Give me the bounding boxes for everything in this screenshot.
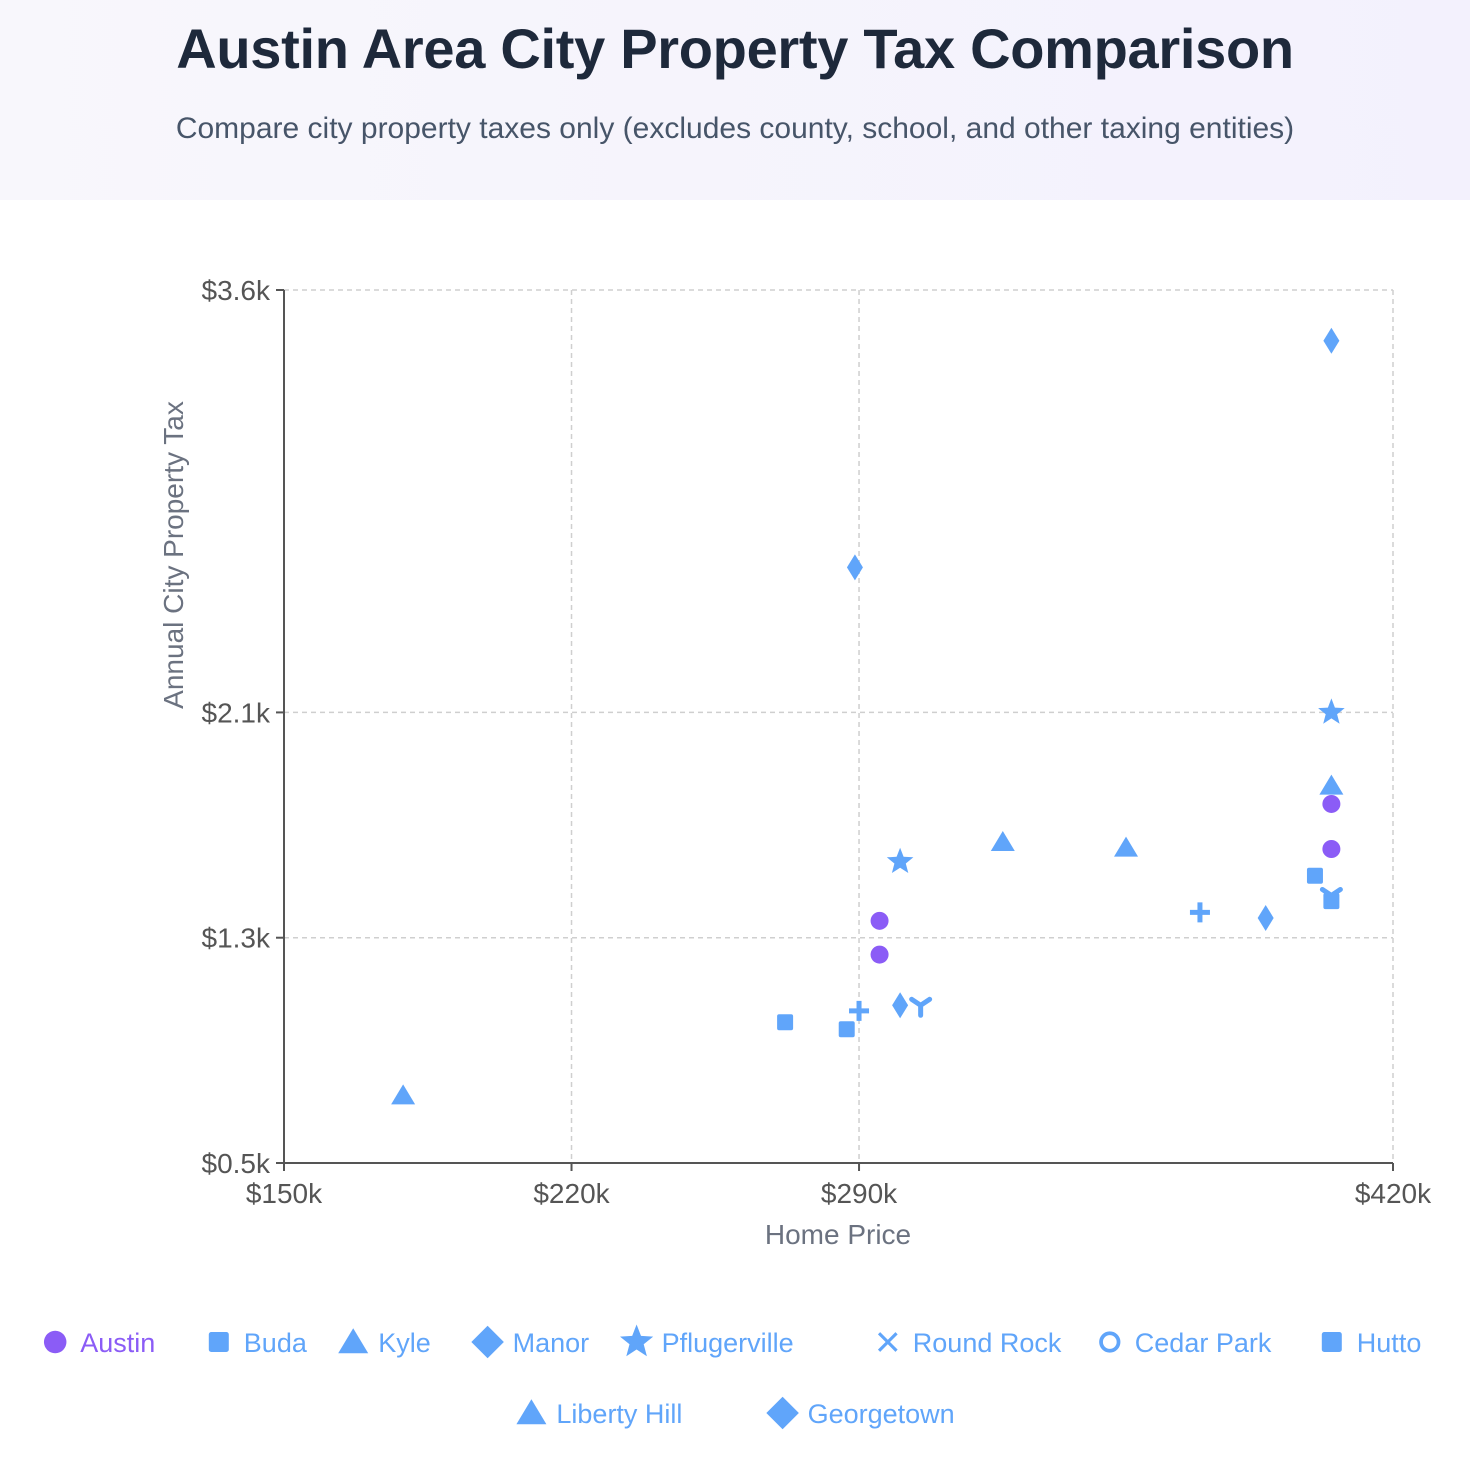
page-header: Austin Area City Property Tax Comparison… bbox=[0, 0, 1470, 200]
point-austin bbox=[1322, 794, 1341, 813]
point-cedar-park bbox=[849, 1000, 870, 1021]
x-tick-label: $290k bbox=[821, 1178, 898, 1209]
legend-item-austin[interactable]: Austin bbox=[43, 1328, 155, 1358]
point-austin bbox=[1322, 840, 1341, 859]
point-buda bbox=[1306, 867, 1323, 884]
legend-label: Hutto bbox=[1357, 1328, 1422, 1358]
legend-item-buda[interactable]: Buda bbox=[208, 1328, 308, 1358]
point-manor bbox=[1257, 904, 1274, 931]
legend-label: Austin bbox=[80, 1328, 155, 1358]
legend-label: Buda bbox=[244, 1328, 308, 1358]
y-tick-label: $0.5k bbox=[202, 1148, 271, 1179]
legend-label: Liberty Hill bbox=[556, 1399, 682, 1429]
y-tick-label: $3.6k bbox=[202, 275, 271, 306]
point-kyle bbox=[1319, 774, 1344, 795]
y-axis-label: Annual City Property Tax bbox=[158, 401, 189, 709]
x-tick-label: $220k bbox=[533, 1178, 610, 1209]
y-tick-label: $1.3k bbox=[202, 923, 271, 954]
legend-label: Kyle bbox=[378, 1328, 431, 1358]
point-austin bbox=[870, 911, 889, 930]
scatter-chart: $150k $220k $290k $420k $0.5k $1.3k $2.1k $3.6k… bbox=[43, 275, 1433, 1430]
point-kyle bbox=[1114, 836, 1139, 857]
legend-item-kyle[interactable]: Kyle bbox=[338, 1328, 431, 1358]
legend-pflugerville-icon bbox=[620, 1324, 654, 1357]
page-subtitle: Compare city property taxes only (exclud… bbox=[175, 112, 1295, 145]
legend-item-liberty-hill[interactable]: Liberty Hill bbox=[516, 1399, 682, 1429]
legend-georgetown-icon bbox=[766, 1396, 799, 1430]
legend-item-hutto[interactable]: Hutto bbox=[1321, 1328, 1422, 1358]
page-title: Austin Area City Property Tax Comparison bbox=[176, 17, 1294, 80]
point-buda bbox=[777, 1014, 794, 1031]
point-pflugerville bbox=[1318, 698, 1345, 724]
x-tick-label: $150k bbox=[246, 1178, 323, 1209]
legend-round-rock-icon bbox=[877, 1332, 898, 1352]
legend-hutto-icon bbox=[1321, 1332, 1342, 1352]
legend-item-manor[interactable]: Manor bbox=[471, 1325, 590, 1359]
legend-item-georgetown[interactable]: Georgetown bbox=[766, 1396, 955, 1430]
tick-labels: $150k $220k $290k $420k $0.5k $1.3k $2.1k $3.6k bbox=[202, 275, 1433, 1209]
point-austin bbox=[870, 945, 889, 964]
point-buda bbox=[838, 1021, 855, 1038]
axes bbox=[276, 289, 1394, 1171]
x-tick-label: $420k bbox=[1355, 1178, 1432, 1209]
legend-label: Round Rock bbox=[913, 1328, 1062, 1358]
legend[interactable]: Austin Buda Kyle Manor Pflugerville Round Roc… bbox=[43, 1324, 1422, 1430]
legend-label: Pflugerville bbox=[662, 1328, 794, 1358]
legend-cedar-park-icon bbox=[1099, 1331, 1121, 1353]
legend-buda-icon bbox=[208, 1332, 229, 1352]
legend-liberty-hill-icon bbox=[516, 1399, 547, 1425]
legend-kyle-icon bbox=[338, 1328, 369, 1354]
point-cedar-park bbox=[1189, 902, 1210, 923]
point-manor bbox=[1323, 327, 1340, 354]
point-kyle bbox=[391, 1084, 416, 1105]
data-points bbox=[391, 327, 1345, 1105]
legend-manor-icon bbox=[471, 1325, 504, 1359]
legend-label: Georgetown bbox=[808, 1399, 955, 1429]
x-axis-label: Home Price bbox=[765, 1219, 911, 1250]
legend-austin-icon bbox=[43, 1330, 67, 1354]
point-round-rock bbox=[909, 996, 933, 1018]
point-manor bbox=[892, 992, 909, 1019]
point-pflugerville bbox=[886, 847, 914, 873]
point-manor bbox=[846, 554, 863, 581]
grid-lines bbox=[284, 289, 1394, 1163]
legend-item-round-rock[interactable]: Round Rock bbox=[877, 1328, 1062, 1358]
legend-item-pflugerville[interactable]: Pflugerville bbox=[620, 1324, 794, 1359]
legend-item-cedar-park[interactable]: Cedar Park bbox=[1099, 1328, 1272, 1358]
y-tick-label: $2.1k bbox=[202, 697, 271, 728]
point-hutto bbox=[1323, 893, 1340, 910]
legend-label: Manor bbox=[513, 1328, 590, 1358]
point-kyle bbox=[990, 830, 1015, 851]
legend-label: Cedar Park bbox=[1135, 1328, 1272, 1358]
